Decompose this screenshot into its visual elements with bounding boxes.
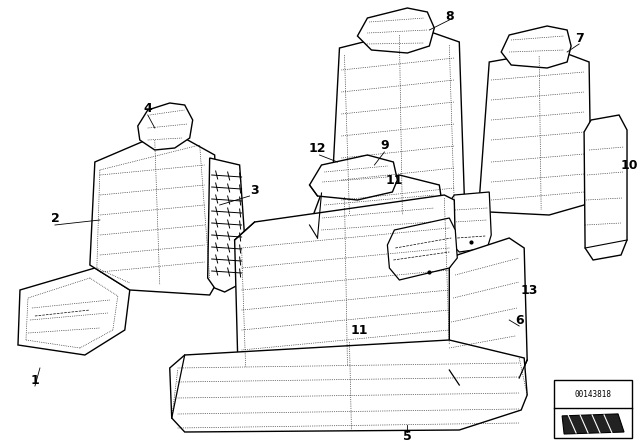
Polygon shape (584, 115, 627, 260)
Text: 00143818: 00143818 (575, 390, 612, 399)
Polygon shape (207, 158, 248, 292)
Polygon shape (479, 50, 591, 215)
Polygon shape (332, 28, 464, 220)
Text: 3: 3 (250, 184, 259, 197)
Text: 9: 9 (380, 138, 388, 151)
Text: 6: 6 (515, 314, 524, 327)
Text: 11: 11 (351, 323, 368, 336)
Polygon shape (554, 380, 632, 438)
Polygon shape (310, 175, 444, 240)
Polygon shape (310, 155, 397, 200)
Polygon shape (447, 192, 492, 252)
Polygon shape (501, 26, 571, 68)
Text: 7: 7 (575, 31, 584, 44)
Text: 11: 11 (386, 173, 403, 186)
Polygon shape (90, 130, 220, 295)
Text: 2: 2 (51, 211, 60, 224)
Polygon shape (358, 8, 435, 53)
Polygon shape (138, 103, 193, 150)
Polygon shape (18, 268, 130, 355)
Text: 10: 10 (620, 159, 638, 172)
Polygon shape (235, 195, 458, 368)
Text: 13: 13 (520, 284, 538, 297)
Text: 12: 12 (308, 142, 326, 155)
Text: 1: 1 (31, 374, 39, 387)
Text: 5: 5 (403, 430, 412, 443)
Text: 4: 4 (143, 102, 152, 115)
Polygon shape (562, 414, 624, 434)
Polygon shape (170, 340, 527, 432)
Text: 8: 8 (445, 9, 454, 22)
Polygon shape (387, 218, 458, 280)
Polygon shape (449, 238, 527, 390)
